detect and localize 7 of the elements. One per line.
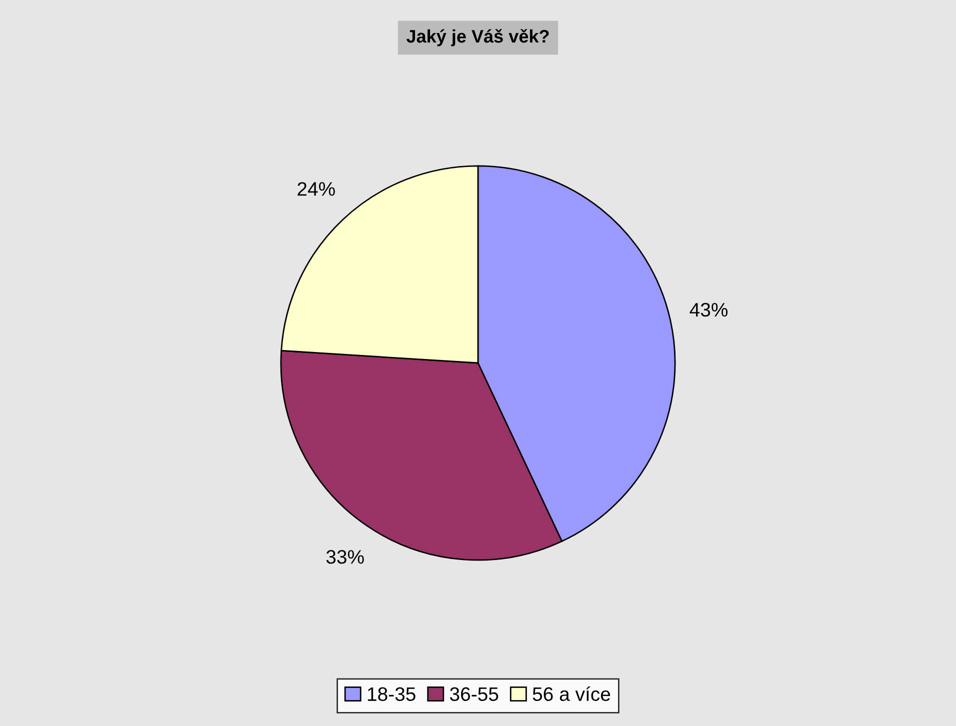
legend-label: 56 a více	[532, 686, 610, 702]
data-label: 33%	[326, 550, 364, 564]
data-label: 24%	[298, 182, 335, 196]
chart-title: Jaký je Váš věk?	[406, 29, 549, 46]
legend-label: 36-55	[450, 687, 498, 702]
data-label: 43%	[690, 302, 728, 317]
legend-label: 18-35	[368, 687, 416, 702]
